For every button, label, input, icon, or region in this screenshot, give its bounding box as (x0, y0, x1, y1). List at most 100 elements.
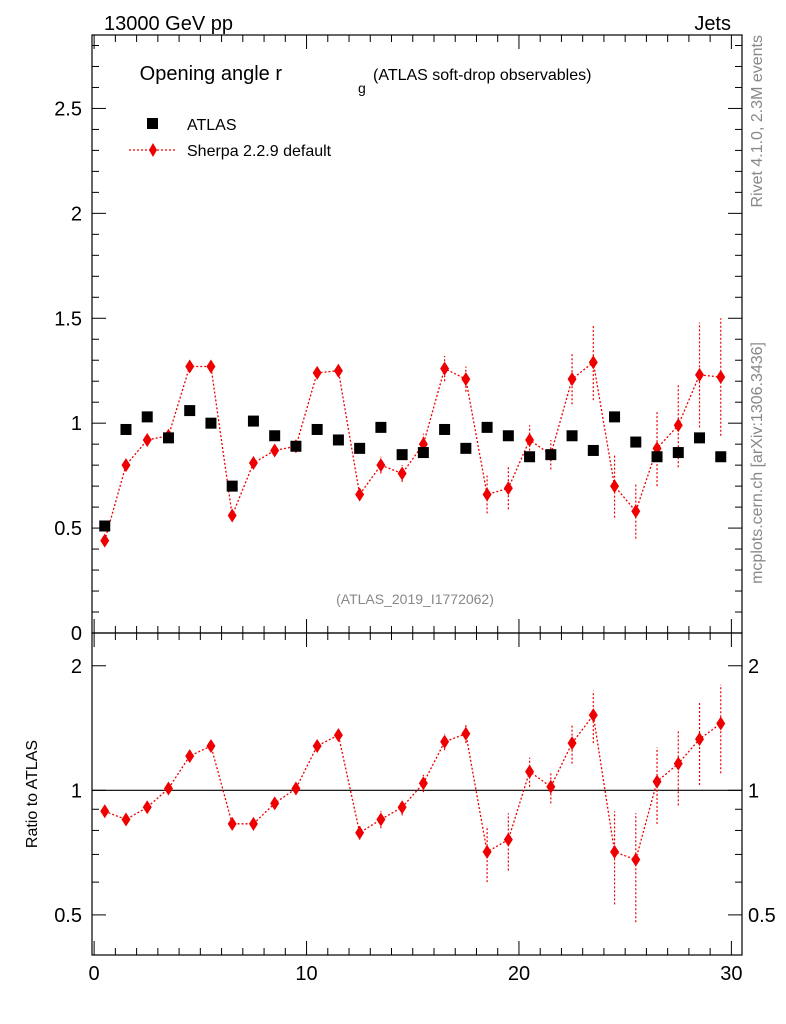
atlas-point (651, 451, 663, 463)
sherpa-point (716, 370, 726, 385)
legend-atlas-label: ATLAS (187, 117, 237, 134)
atlas-point (184, 405, 196, 417)
rivet-version-label: Rivet 4.1.0, 2.3M events (749, 35, 766, 208)
ratio-point (610, 844, 620, 859)
atlas-point (120, 423, 132, 435)
ratio-point (333, 728, 343, 743)
sherpa-point (100, 533, 110, 548)
atlas-point (460, 442, 472, 454)
atlas-point (587, 444, 599, 456)
ratio-y-tick-label-left: 1 (71, 780, 82, 802)
atlas-point (375, 421, 387, 433)
sherpa-point (206, 359, 216, 374)
sherpa-point (248, 456, 258, 471)
sherpa-point (695, 367, 705, 382)
sherpa-point (312, 365, 322, 380)
ratio-point (503, 832, 513, 847)
plot-subtitle: (ATLAS soft-drop observables) (373, 67, 591, 84)
sherpa-point (355, 487, 365, 502)
main-y-tick-label: 2 (71, 203, 82, 225)
sherpa-point (142, 432, 152, 447)
header-process-label: Jets (694, 13, 731, 35)
sherpa-point (567, 372, 577, 387)
atlas-point (99, 520, 111, 532)
atlas-point (439, 423, 451, 435)
sherpa-point (610, 479, 620, 494)
ratio-x-tick-label: 20 (508, 963, 530, 985)
legend-sherpa-marker (149, 143, 157, 157)
ratio-point (270, 796, 280, 811)
ratio-point (185, 749, 195, 764)
main-y-tick-label: 1.5 (54, 308, 82, 330)
atlas-point (290, 440, 302, 452)
atlas-point (226, 480, 238, 492)
sherpa-point (673, 418, 683, 433)
ratio-point (206, 738, 216, 753)
ratio-point (376, 812, 386, 827)
atlas-point (545, 449, 557, 461)
ratio-data-marks (92, 684, 742, 923)
ratio-point (227, 816, 237, 831)
atlas-point (566, 430, 578, 442)
atlas-point (332, 434, 344, 446)
atlas-point (481, 421, 493, 433)
sherpa-point (525, 432, 535, 447)
main-axis-ticks: 0 0.5 1 1.5 2 2.5 (54, 35, 742, 645)
atlas-point (715, 451, 727, 463)
ratio-panel-frame (91, 632, 743, 956)
ratio-point (716, 716, 726, 731)
ratio-point (546, 779, 556, 794)
main-y-tick-label: 0 (71, 623, 82, 645)
ratio-y-tick-label-left: 2 (71, 656, 82, 678)
ratio-point (482, 844, 492, 859)
plot-title-subscript: g (358, 80, 366, 96)
ratio-x-tick-label: 30 (720, 963, 742, 985)
sherpa-point (397, 466, 407, 481)
atlas-point (672, 447, 684, 459)
ratio-point (673, 756, 683, 771)
ratio-point (291, 781, 301, 796)
ratio-point (588, 708, 598, 723)
atlas-point (311, 423, 323, 435)
sherpa-point (376, 458, 386, 473)
ratio-point (163, 781, 173, 796)
sherpa-point (503, 481, 513, 496)
main-panel: 0 0.5 1 1.5 2 2.5 Opening angle r g (ATLAS so… (54, 34, 743, 645)
atlas-point (205, 417, 217, 429)
ratio-y-tick-label-right: 0.5 (748, 905, 776, 927)
ratio-y-tick-label-right: 2 (748, 656, 759, 678)
sherpa-point (482, 487, 492, 502)
atlas-point (694, 432, 706, 444)
ratio-point (440, 734, 450, 749)
mcplots-label: mcplots.cern.ch [arXiv:1306.3436] (749, 342, 766, 584)
sherpa-point (270, 443, 280, 458)
ratio-x-tick-label: 10 (295, 963, 317, 985)
ratio-point (312, 738, 322, 753)
atlas-point (141, 411, 153, 423)
sherpa-point (185, 359, 195, 374)
atlas-point (354, 442, 366, 454)
atlas-point (396, 449, 408, 461)
sherpa-point (461, 372, 471, 387)
atlas-point (162, 432, 174, 444)
ratio-y-tick-label-left: 0.5 (54, 905, 82, 927)
ratio-y-tick-label-right: 1 (748, 780, 759, 802)
ratio-x-tick-label: 0 (89, 963, 100, 985)
sherpa-point (227, 508, 237, 523)
ratio-point (652, 774, 662, 789)
main-y-tick-label: 2.5 (54, 98, 82, 120)
sherpa-point (333, 363, 343, 378)
ratio-point (461, 726, 471, 741)
legend-sherpa-label: Sherpa 2.2.9 default (187, 143, 332, 160)
legend-atlas-marker (147, 118, 158, 129)
sherpa-point (588, 355, 598, 370)
ratio-point (567, 736, 577, 751)
main-y-tick-label: 1 (71, 413, 82, 435)
ratio-point (525, 764, 535, 779)
atlas-point (502, 430, 514, 442)
ratio-point (631, 852, 641, 867)
sherpa-point (440, 361, 450, 376)
atlas-point (269, 430, 281, 442)
ratio-y-axis-label: Ratio to ATLAS (24, 740, 41, 848)
